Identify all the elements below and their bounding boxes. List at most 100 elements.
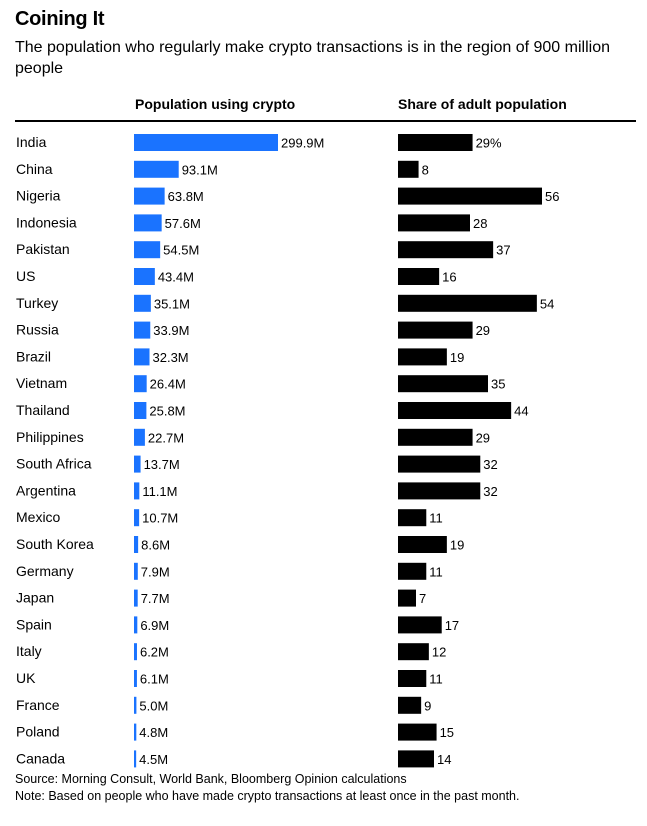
population-bar-nigeria	[134, 187, 165, 205]
population-bar-philippines	[134, 428, 145, 446]
population-bar-uk	[134, 670, 137, 687]
share-label-vietnam: 35	[491, 377, 505, 392]
population-bar-india	[134, 134, 278, 151]
share-label-russia: 29	[476, 323, 490, 338]
population-label-south-korea: 8.6M	[141, 538, 170, 553]
footnote: Note: Based on people who have made cryp…	[15, 789, 520, 803]
category-label-nigeria: Nigeria	[16, 188, 61, 204]
population-label-vietnam: 26.4M	[150, 377, 186, 392]
category-label-us: US	[16, 268, 35, 284]
population-bar-canada	[134, 750, 137, 768]
share-label-uk: 11	[429, 672, 443, 687]
share-label-canada: 14	[437, 752, 451, 767]
population-label-spain: 6.9M	[140, 618, 169, 633]
share-bar-mexico	[398, 509, 427, 527]
population-label-pakistan: 54.5M	[163, 243, 199, 258]
category-label-turkey: Turkey	[16, 295, 58, 311]
share-label-germany: 11	[429, 564, 443, 579]
population-bar-mexico	[134, 509, 140, 527]
population-bar-japan	[134, 589, 138, 607]
population-label-us: 43.4M	[158, 270, 194, 285]
share-bar-china	[398, 160, 419, 178]
category-label-canada: Canada	[16, 750, 65, 766]
share-bar-south-africa	[398, 455, 481, 473]
share-bar-philippines	[398, 428, 473, 446]
category-label-france: France	[16, 697, 60, 713]
share-label-india: 29%	[476, 136, 502, 151]
population-label-turkey: 35.1M	[154, 296, 190, 311]
category-label-china: China	[16, 161, 53, 177]
share-bar-india	[398, 134, 473, 151]
share-bar-france	[398, 696, 422, 714]
header-rule	[15, 120, 636, 122]
share-column-header: Share of adult population	[398, 96, 567, 112]
share-bar-thailand	[398, 402, 512, 419]
population-label-india: 299.9M	[281, 136, 324, 151]
share-bar-brazil	[398, 348, 447, 366]
population-bar-south-korea	[134, 536, 139, 553]
share-label-france: 9	[424, 698, 431, 713]
share-bar-canada	[398, 750, 434, 768]
source-note: Source: Morning Consult, World Bank, Blo…	[15, 772, 407, 786]
share-bar-south-korea	[398, 536, 447, 553]
population-bar-thailand	[134, 402, 147, 419]
share-bar-nigeria	[398, 187, 542, 205]
chart-subtitle: The population who regularly make crypto…	[15, 39, 610, 77]
population-bar-turkey	[134, 294, 151, 312]
category-label-pakistan: Pakistan	[16, 241, 70, 257]
population-label-canada: 4.5M	[139, 752, 168, 767]
category-label-indonesia: Indonesia	[16, 214, 77, 230]
category-label-mexico: Mexico	[16, 509, 61, 525]
share-bar-uk	[398, 670, 427, 687]
share-label-south-korea: 19	[450, 538, 464, 553]
share-bar-spain	[398, 616, 442, 634]
category-label-south-korea: South Korea	[16, 536, 94, 552]
share-bar-vietnam	[398, 375, 488, 393]
population-label-south-africa: 13.7M	[144, 457, 180, 472]
population-bar-china	[134, 160, 179, 178]
category-label-india: India	[16, 134, 47, 150]
category-label-brazil: Brazil	[16, 348, 51, 364]
population-column-header: Population using crypto	[135, 96, 296, 112]
share-bar-argentina	[398, 482, 481, 500]
category-label-vietnam: Vietnam	[16, 375, 67, 391]
category-label-italy: Italy	[16, 643, 42, 659]
share-label-china: 8	[422, 162, 429, 177]
share-label-south-africa: 32	[483, 457, 497, 472]
population-label-nigeria: 63.8M	[168, 189, 204, 204]
category-label-spain: Spain	[16, 616, 52, 632]
share-bar-poland	[398, 723, 437, 741]
population-bar-pakistan	[134, 241, 161, 259]
category-label-uk: UK	[16, 670, 36, 686]
share-bar-turkey	[398, 294, 537, 312]
share-label-us: 16	[442, 270, 456, 285]
population-label-china: 93.1M	[182, 162, 218, 177]
population-bar-italy	[134, 643, 137, 661]
share-label-indonesia: 28	[473, 216, 487, 231]
share-label-brazil: 19	[450, 350, 464, 365]
population-bar-france	[134, 696, 137, 714]
share-bar-japan	[398, 589, 416, 607]
share-label-mexico: 11	[429, 511, 443, 526]
category-label-germany: Germany	[16, 563, 74, 579]
share-label-argentina: 32	[483, 484, 497, 499]
share-label-thailand: 44	[514, 404, 528, 419]
population-label-thailand: 25.8M	[149, 404, 185, 419]
category-label-japan: Japan	[16, 590, 54, 606]
chart-title: Coining It	[15, 8, 105, 30]
share-bar-italy	[398, 643, 429, 661]
share-label-poland: 15	[440, 725, 454, 740]
share-bar-pakistan	[398, 241, 494, 259]
population-bar-spain	[134, 616, 138, 634]
population-bar-brazil	[134, 348, 150, 366]
category-label-thailand: Thailand	[16, 402, 70, 418]
population-label-japan: 7.7M	[141, 591, 170, 606]
population-label-poland: 4.8M	[139, 725, 168, 740]
category-label-russia: Russia	[16, 322, 59, 338]
population-bar-poland	[134, 723, 137, 741]
population-label-argentina: 11.1M	[142, 484, 177, 499]
population-label-russia: 33.9M	[153, 323, 189, 338]
population-label-brazil: 32.3M	[153, 350, 189, 365]
population-bar-south-africa	[134, 455, 141, 473]
